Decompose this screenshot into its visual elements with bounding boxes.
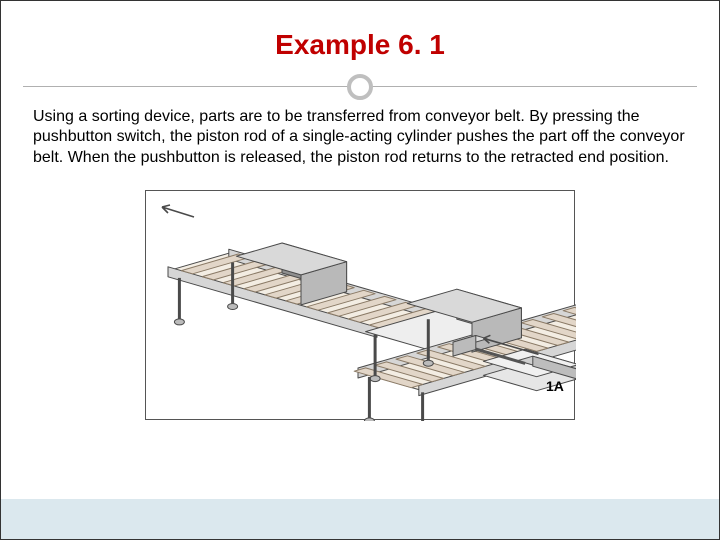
slide: { "title": { "text": "Example 6. 1", "co… — [0, 0, 720, 540]
title-divider — [1, 73, 719, 101]
cylinder-label-1a: 1A — [546, 378, 564, 394]
conveyor-svg: 1A — [146, 191, 576, 421]
slide-title: Example 6. 1 — [1, 29, 719, 61]
footer-band — [1, 499, 719, 539]
divider-circle — [347, 74, 373, 100]
conveyor-diagram: 1A — [145, 190, 575, 420]
figure-container: 1A — [1, 190, 719, 420]
body-paragraph: Using a sorting device, parts are to be … — [33, 107, 687, 168]
